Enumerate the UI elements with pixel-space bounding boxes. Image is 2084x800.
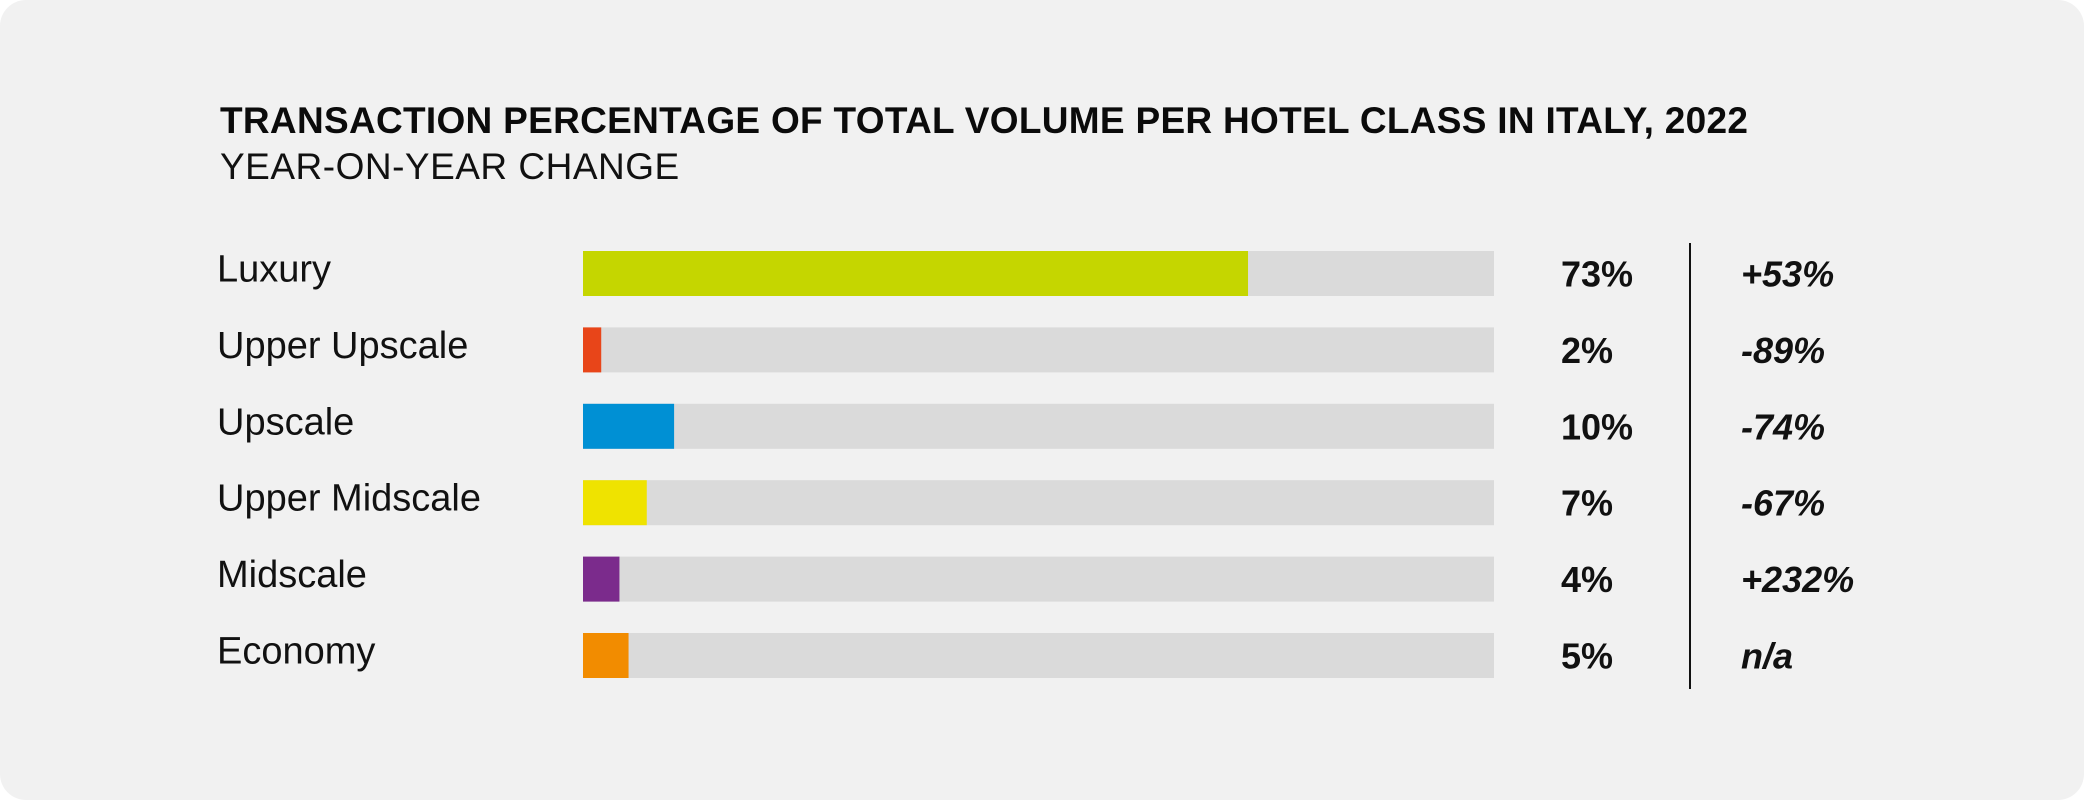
category-label: Upper Midscale <box>217 478 481 520</box>
yoy-change-label: -67% <box>1741 483 1825 524</box>
chart-subtitle: YEAR-ON-YEAR CHANGE <box>220 146 680 187</box>
bar-track <box>583 633 1494 678</box>
category-label: Upscale <box>217 401 354 443</box>
category-label: Upper Upscale <box>217 325 468 367</box>
category-label: Luxury <box>217 249 331 291</box>
value-label: 10% <box>1561 406 1633 447</box>
bar-track <box>583 327 1494 373</box>
yoy-change-label: +232% <box>1741 559 1854 600</box>
yoy-change-label: -74% <box>1741 406 1825 447</box>
yoy-change-label: -89% <box>1741 330 1825 371</box>
bar <box>583 633 629 678</box>
category-label: Economy <box>217 631 375 673</box>
category-label: Midscale <box>217 554 367 596</box>
chart-title: TRANSACTION PERCENTAGE OF TOTAL VOLUME P… <box>220 100 1749 141</box>
bar <box>583 251 1249 296</box>
bar-track <box>583 480 1494 526</box>
bar <box>583 480 647 526</box>
value-label: 4% <box>1561 559 1613 600</box>
bar <box>583 403 675 449</box>
bar-track <box>583 556 1494 602</box>
value-label: 5% <box>1561 636 1613 677</box>
bar-track <box>583 403 1494 449</box>
bar <box>583 556 620 602</box>
bar <box>583 327 602 373</box>
yoy-change-label: +53% <box>1741 254 1834 295</box>
value-label: 73% <box>1561 254 1633 295</box>
value-label: 7% <box>1561 483 1613 524</box>
value-label: 2% <box>1561 330 1613 371</box>
yoy-change-label: n/a <box>1741 636 1793 677</box>
